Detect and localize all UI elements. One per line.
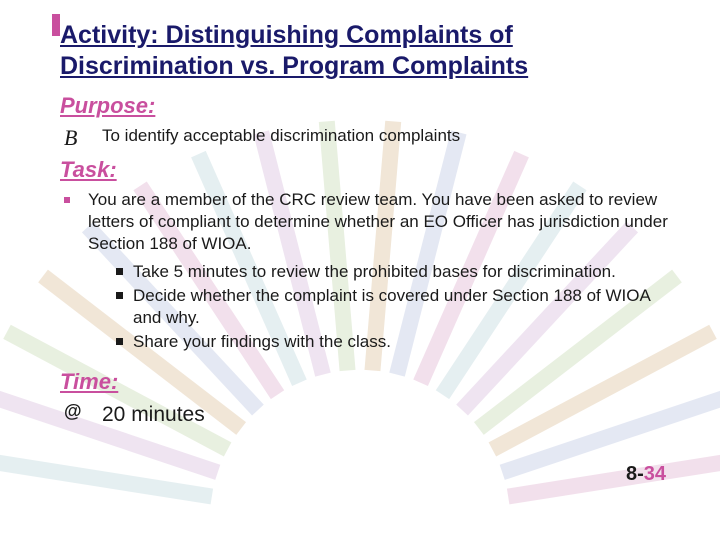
task-subitem: Share your findings with the class.: [116, 331, 670, 353]
task-sublist: Take 5 minutes to review the prohibited …: [116, 261, 670, 353]
task-subitem: Take 5 minutes to review the prohibited …: [116, 261, 670, 283]
time-item: @ 20 minutes: [64, 401, 670, 428]
square-bullet-icon: [116, 292, 123, 299]
task-intro: You are a member of the CRC review team.…: [88, 190, 668, 253]
task-heading: Task:: [60, 157, 670, 183]
square-bullet-icon: [116, 268, 123, 275]
time-heading: Time:: [60, 369, 670, 395]
title-accent-bar: [52, 14, 60, 36]
purpose-item: B To identify acceptable discrimination …: [64, 125, 670, 149]
slide-number: 8-34: [626, 463, 666, 486]
dot-bullet-icon: [64, 197, 70, 203]
script-bullet-icon: B: [64, 125, 84, 149]
purpose-text: To identify acceptable discrimination co…: [102, 125, 460, 147]
slide-title: Activity: Distinguishing Complaints of D…: [60, 20, 670, 83]
slide-number-prefix: 8: [626, 463, 637, 485]
at-bullet-icon: @: [64, 401, 84, 422]
task-subitem-text: Decide whether the complaint is covered …: [133, 285, 670, 329]
time-text: 20 minutes: [102, 401, 205, 428]
task-subitem-text: Take 5 minutes to review the prohibited …: [133, 261, 616, 283]
slide-number-sep: -: [637, 463, 644, 485]
task-subitem: Decide whether the complaint is covered …: [116, 285, 670, 329]
purpose-heading: Purpose:: [60, 93, 670, 119]
slide-number-suffix: 34: [644, 463, 666, 485]
task-body: You are a member of the CRC review team.…: [88, 189, 670, 356]
task-subitem-text: Share your findings with the class.: [133, 331, 391, 353]
task-item: You are a member of the CRC review team.…: [64, 189, 670, 356]
square-bullet-icon: [116, 338, 123, 345]
